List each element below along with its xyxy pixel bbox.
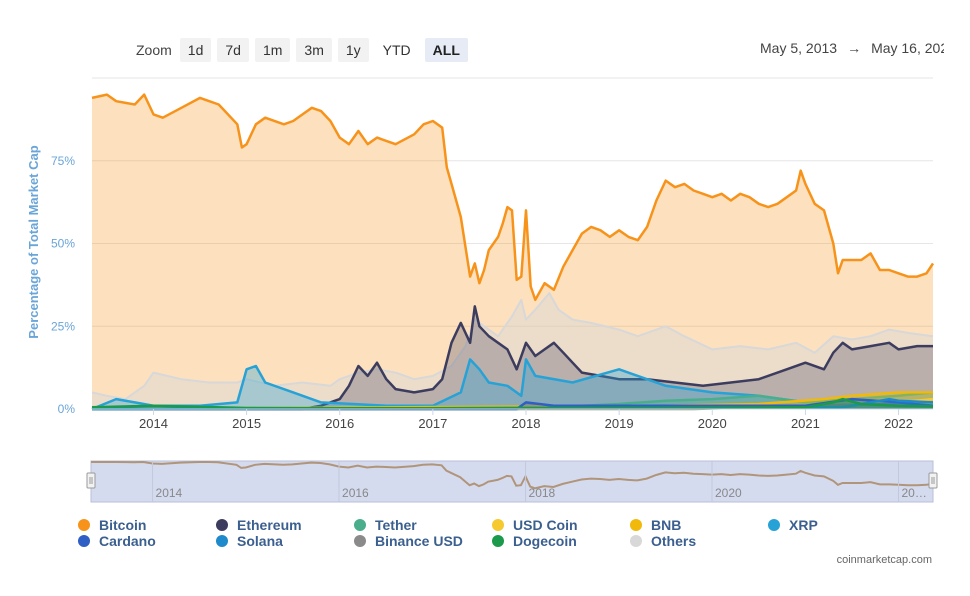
dogecoin-area [92, 399, 933, 409]
x-tick-label: 2020 [698, 416, 727, 431]
zoom-1d-button[interactable]: 1d [179, 38, 212, 62]
others-line [91, 292, 934, 401]
x-tick-label: 2017 [418, 416, 447, 431]
others-area [92, 293, 933, 409]
legend-label: Cardano [99, 533, 156, 549]
legend-label: BNB [651, 517, 682, 533]
solana-area [92, 399, 933, 409]
legend-item-ethereum[interactable]: Ethereum [216, 517, 302, 533]
date-range-from[interactable]: May 5, 2013 [760, 40, 838, 56]
legend-item-tether[interactable]: Tether [354, 517, 417, 533]
date-range-to[interactable]: May 16, 2022 [871, 40, 944, 56]
legend-color-dot [216, 535, 228, 547]
date-range-arrow: → [847, 40, 862, 56]
x-tick-label: 2022 [884, 416, 913, 431]
legend-label: Dogecoin [513, 533, 577, 549]
legend-label: Bitcoin [99, 517, 147, 533]
x-tick-label: 2021 [791, 416, 820, 431]
zoom-label: Zoom [136, 42, 172, 58]
xrp-line [91, 358, 933, 411]
legend-label: USD Coin [513, 517, 578, 533]
axes: 0% 25% 50% 75% 2014 2015 2016 2017 2018 2019 2020 2… [51, 154, 933, 431]
navigator-window[interactable] [90, 460, 934, 503]
zoom-3m-button[interactable]: 3m [296, 38, 332, 62]
navigator-tick-label: 20… [901, 486, 926, 500]
legend-label: Tether [375, 517, 417, 533]
legend-item-cardano[interactable]: Cardano [78, 533, 156, 549]
legend: Bitcoin Ethereum Tether USD Coin BNB XRP Carda… [78, 517, 878, 551]
legend-item-dogecoin[interactable]: Dogecoin [492, 533, 577, 549]
legend-label: Solana [237, 533, 283, 549]
legend-color-dot [768, 519, 780, 531]
x-tick-label: 2018 [512, 416, 541, 431]
legend-item-xrp[interactable]: XRP [768, 517, 818, 533]
legend-color-dot [78, 535, 90, 547]
y-tick-label: 25% [51, 319, 75, 333]
legend-label: XRP [789, 517, 818, 533]
source-credit: coinmarketcap.com [836, 554, 932, 566]
navigator-left-handle[interactable] [86, 472, 96, 489]
legend-item-solana[interactable]: Solana [216, 533, 283, 549]
legend-label: Others [651, 533, 697, 549]
y-tick-label: 0% [58, 402, 76, 416]
y-tick-label: 75% [51, 154, 75, 168]
y-tick-label: 50% [51, 237, 75, 251]
date-range: May 5, 2013 → May 16, 2022 [760, 40, 944, 56]
x-tick-label: 2014 [139, 416, 168, 431]
x-tick-label: 2015 [232, 416, 261, 431]
zoom-1y-button[interactable]: 1y [337, 38, 369, 62]
usd-coin-area [92, 399, 933, 409]
zoom-controls: Zoom 1d 7d 1m 3m 1y YTD ALL [136, 38, 468, 62]
navigator-tick-label: 2014 [156, 486, 183, 500]
series-areas [91, 93, 935, 411]
x-tick-label: 2016 [325, 416, 354, 431]
legend-color-dot [630, 519, 642, 531]
navigator-right-handle[interactable] [928, 472, 938, 489]
ethereum-line [92, 305, 933, 411]
legend-label: Ethereum [237, 517, 302, 533]
dogecoin-line [91, 397, 934, 410]
navigator-tick-label: 2016 [342, 486, 369, 500]
legend-item-bnb[interactable]: BNB [630, 517, 681, 533]
bitcoin-area [92, 94, 933, 409]
legend-color-dot [630, 535, 642, 547]
x-tick-label: 2019 [605, 416, 634, 431]
range-navigator[interactable]: 2014 2016 2018 2020 20… [86, 460, 938, 503]
legend-color-dot [492, 519, 504, 531]
legend-label: Binance USD [375, 533, 463, 549]
legend-color-dot [354, 519, 366, 531]
zoom-1m-button[interactable]: 1m [254, 38, 291, 62]
legend-item-others[interactable]: Others [630, 533, 696, 549]
legend-item-bitcoin[interactable]: Bitcoin [78, 517, 146, 533]
zoom-7d-button[interactable]: 7d [217, 38, 249, 62]
navigator-tick-label: 2018 [529, 486, 556, 500]
bitcoin-line [91, 93, 935, 302]
legend-item-binance-usd[interactable]: Binance USD [354, 533, 463, 549]
y-axis-label: Percentage of Total Market Cap [26, 145, 41, 338]
market-dominance-chart: 0%25%50%75%2014 2015 2016 2017 2018 2019 2020 2… [26, 77, 938, 503]
legend-color-dot [492, 535, 504, 547]
zoom-all-button[interactable]: ALL [424, 38, 468, 62]
zoom-ytd-button[interactable]: YTD [375, 38, 419, 62]
legend-item-usd-coin[interactable]: USD Coin [492, 517, 578, 533]
navigator-tick-label: 2020 [715, 486, 742, 500]
legend-color-dot [78, 519, 90, 531]
legend-color-dot [216, 519, 228, 531]
legend-color-dot [354, 535, 366, 547]
